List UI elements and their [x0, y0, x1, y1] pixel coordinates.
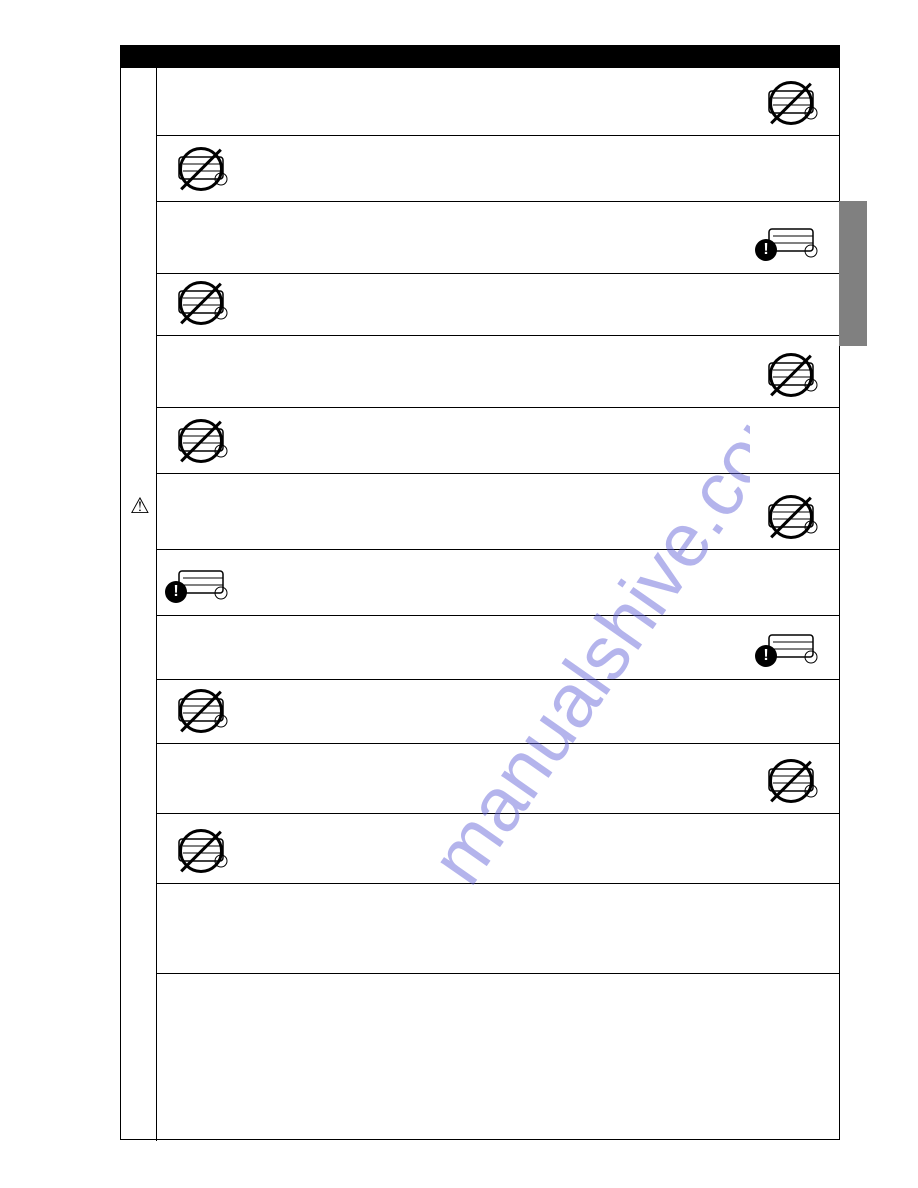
instruction-row: ! [157, 550, 839, 616]
prohibit-circle-icon [769, 81, 813, 125]
prohibit-icon [755, 77, 831, 131]
mandatory-circle-icon: ! [165, 581, 187, 603]
mandatory-icon: ! [755, 621, 831, 675]
prohibit-circle-icon [769, 495, 813, 539]
instruction-row [157, 274, 839, 336]
prohibit-circle-icon [179, 689, 223, 733]
prohibit-circle-icon [179, 147, 223, 191]
mandatory-icon: ! [755, 215, 831, 269]
prohibit-icon [165, 685, 241, 739]
instruction-rows: !!! [157, 68, 839, 1139]
caution-column: ⚠ [121, 68, 157, 1141]
mandatory-circle-icon: ! [755, 645, 777, 667]
mandatory-icon: ! [165, 557, 241, 611]
instruction-row [157, 884, 839, 974]
instruction-row: ! [157, 616, 839, 680]
instruction-row [157, 974, 839, 1064]
mandatory-circle-icon: ! [755, 239, 777, 261]
prohibit-circle-icon [769, 759, 813, 803]
instruction-row [157, 680, 839, 744]
prohibit-icon [755, 349, 831, 403]
prohibit-icon [755, 491, 831, 545]
instruction-row [157, 336, 839, 408]
prohibit-icon [165, 143, 241, 197]
prohibit-icon [165, 415, 241, 469]
prohibit-circle-icon [179, 829, 223, 873]
side-tab [839, 201, 867, 346]
prohibit-icon [165, 277, 241, 331]
instruction-row [157, 474, 839, 550]
instruction-row [157, 744, 839, 814]
instruction-row [157, 814, 839, 884]
prohibit-icon [755, 755, 831, 809]
manual-page: ⚠ !!! [120, 45, 840, 1140]
prohibit-circle-icon [769, 353, 813, 397]
prohibit-circle-icon [179, 419, 223, 463]
prohibit-circle-icon [179, 281, 223, 325]
instruction-row: ! [157, 202, 839, 274]
instruction-row [157, 136, 839, 202]
page-header-bar [121, 46, 839, 68]
instruction-row [157, 408, 839, 474]
instruction-row [157, 68, 839, 136]
prohibit-icon [165, 825, 241, 879]
caution-icon: ⚠ [130, 493, 150, 519]
